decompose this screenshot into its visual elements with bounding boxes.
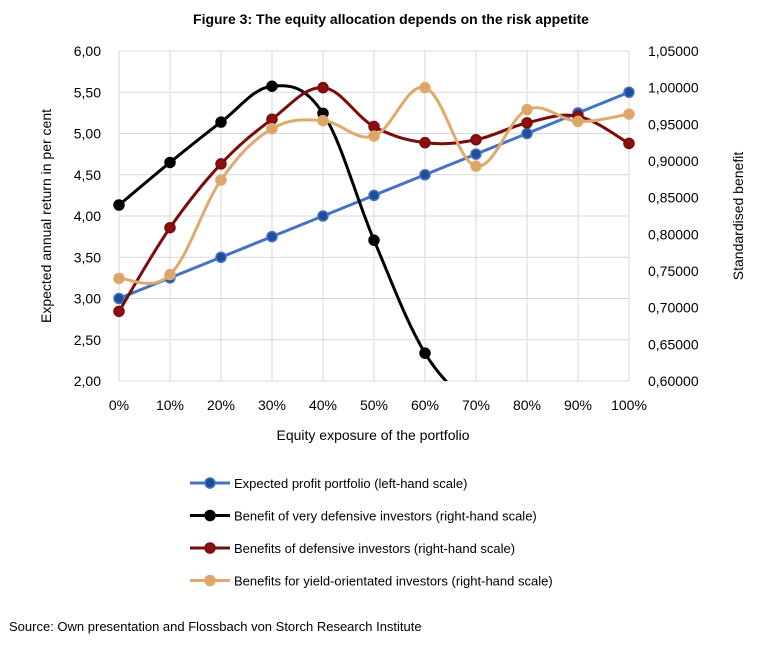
x-axis-label: Equity exposure of the portfolio	[276, 427, 469, 443]
legend-marker	[204, 542, 216, 554]
x-tick-label: 20%	[207, 397, 235, 413]
chart-title: Figure 3: The equity allocation depends …	[193, 11, 589, 27]
data-point	[266, 122, 278, 135]
data-point	[419, 169, 431, 181]
data-point	[266, 80, 278, 92]
data-point	[215, 174, 227, 186]
left-tick-label: 2,50	[74, 332, 101, 348]
source-note: Source: Own presentation and Flossbach v…	[9, 619, 422, 634]
right-tick-label: 0,90000	[648, 153, 699, 169]
left-tick-label: 4,50	[74, 167, 101, 183]
left-tick-label: 6,00	[74, 43, 101, 59]
legend-item: Benefits for yield-orientated investors …	[190, 574, 553, 589]
right-axis-label: Standardised benefit	[730, 152, 746, 281]
data-point	[470, 148, 482, 160]
left-axis-ticks: 2,00 2,50 3,00 3,50 4,00 4,50 5,00 5,50 6,00	[74, 43, 101, 389]
data-point	[623, 137, 635, 150]
data-point	[623, 108, 635, 120]
left-tick-label: 3,50	[74, 249, 101, 265]
gridlines	[118, 50, 630, 382]
legend-label: Expected profit portfolio (left-hand sca…	[234, 476, 467, 491]
left-tick-label: 2,00	[74, 373, 101, 389]
left-tick-label: 4,00	[74, 208, 101, 224]
data-point	[470, 133, 482, 146]
legend-label: Benefits for yield-orientated investors …	[234, 574, 553, 589]
data-point	[164, 221, 176, 234]
right-tick-label: 1,00000	[648, 80, 699, 96]
x-tick-label: 90%	[564, 397, 592, 413]
legend-item: Benefits of defensive investors (right-h…	[190, 541, 515, 556]
legend-item: Expected profit portfolio (left-hand sca…	[190, 476, 467, 491]
x-tick-label: 80%	[513, 397, 541, 413]
legend: Expected profit portfolio (left-hand sca…	[190, 476, 553, 589]
right-axis-ticks: 0,60000 0,65000 0,70000 0,75000 0,80000 0,850…	[648, 43, 699, 389]
right-tick-label: 0,60000	[648, 373, 699, 389]
x-axis-ticks: 0% 10% 20% 30% 40% 50% 60% 70% 80% 90% 100%	[109, 397, 647, 413]
series-line	[119, 86, 629, 313]
data-point	[368, 234, 380, 246]
data-point	[113, 199, 125, 211]
data-point	[215, 251, 227, 263]
data-point	[521, 103, 533, 116]
x-tick-label: 50%	[360, 397, 388, 413]
data-point	[572, 115, 584, 128]
x-tick-label: 10%	[156, 397, 184, 413]
series-1	[113, 80, 448, 381]
legend-marker	[204, 509, 216, 522]
legend-label: Benefits of defensive investors (right-h…	[234, 541, 515, 556]
series-3	[113, 81, 635, 285]
data-point	[368, 130, 380, 142]
data-point	[266, 230, 278, 243]
data-point	[521, 127, 533, 140]
left-tick-label: 3,00	[74, 291, 101, 307]
left-tick-label: 5,50	[74, 84, 101, 100]
data-point	[113, 272, 125, 285]
legend-marker	[204, 477, 216, 489]
data-point	[164, 156, 176, 169]
right-tick-label: 1,05000	[648, 43, 699, 59]
legend-label: Benefit of very defensive investors (rig…	[234, 509, 537, 524]
data-point	[113, 305, 125, 318]
right-tick-label: 0,70000	[648, 300, 699, 316]
left-axis-label: Expected annual return in per cent	[38, 109, 54, 323]
data-point	[419, 81, 431, 94]
x-tick-label: 0%	[109, 397, 129, 413]
data-point	[470, 160, 482, 172]
series-layer	[113, 80, 635, 381]
right-tick-label: 0,65000	[648, 336, 699, 352]
data-point	[521, 117, 533, 129]
right-tick-label: 0,80000	[648, 226, 699, 242]
right-tick-label: 0,75000	[648, 263, 699, 279]
x-tick-label: 70%	[462, 397, 490, 413]
data-point	[317, 114, 329, 127]
data-point	[215, 116, 227, 128]
series-line	[119, 84, 448, 381]
data-point	[266, 113, 278, 125]
data-point	[317, 210, 329, 222]
data-point	[113, 292, 125, 305]
data-point	[419, 136, 431, 149]
data-point	[368, 120, 380, 133]
data-point	[419, 347, 431, 359]
data-point	[368, 189, 380, 202]
data-point	[623, 86, 635, 98]
x-tick-label: 100%	[611, 397, 647, 413]
data-point	[164, 268, 176, 281]
legend-marker	[204, 574, 216, 587]
x-tick-label: 40%	[309, 397, 337, 413]
left-tick-label: 5,00	[74, 126, 101, 142]
data-point	[317, 81, 329, 94]
legend-item: Benefit of very defensive investors (rig…	[190, 509, 537, 524]
right-tick-label: 0,85000	[648, 190, 699, 206]
x-tick-label: 30%	[258, 397, 286, 413]
x-tick-label: 60%	[411, 397, 439, 413]
right-tick-label: 0,95000	[648, 116, 699, 132]
data-point	[215, 158, 227, 170]
